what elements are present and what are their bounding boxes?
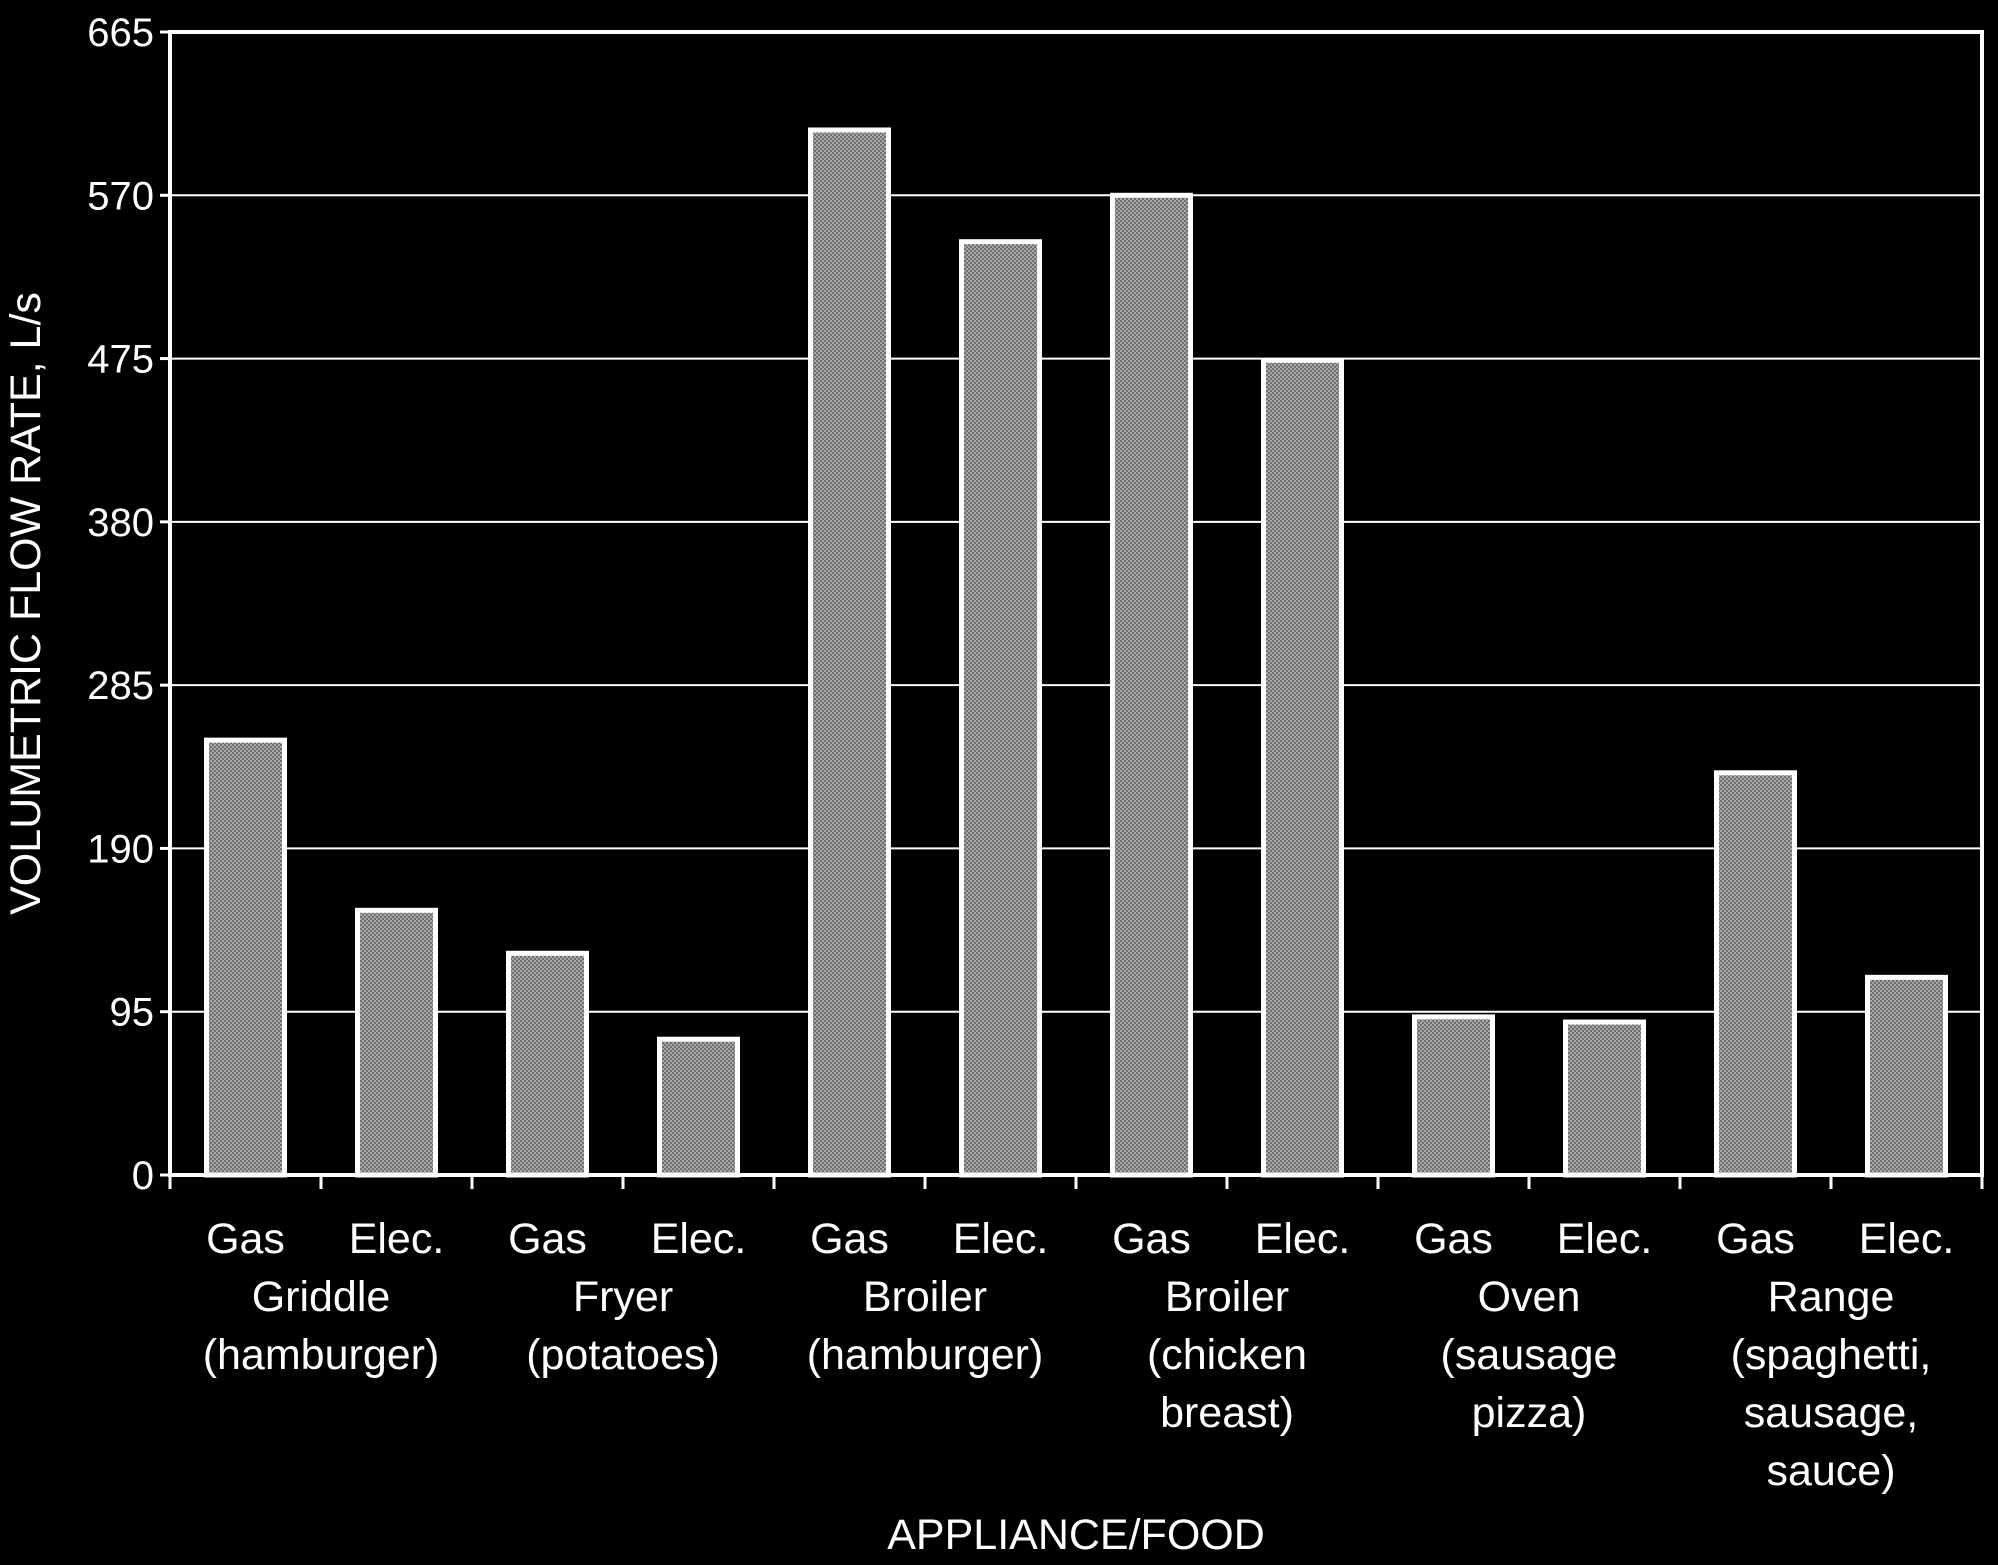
y-tick-label: 665 [87, 11, 154, 55]
x-tick-label: Elec. [1255, 1215, 1351, 1263]
x-tick-label: Elec. [651, 1215, 747, 1263]
group-label: (spaghetti, [1731, 1331, 1932, 1379]
bar [1563, 1019, 1646, 1178]
group-label: (potatoes) [526, 1331, 720, 1379]
group-label: pizza) [1472, 1389, 1587, 1437]
group-label: (sausage [1441, 1331, 1618, 1379]
group-label: (hamburger) [807, 1331, 1044, 1379]
x-tick-label: Gas [206, 1215, 285, 1263]
axes [160, 30, 1984, 1189]
bar [657, 1036, 740, 1178]
x-tick-label: Gas [1414, 1215, 1493, 1263]
y-tick-label: 285 [87, 664, 154, 708]
x-tick-label: Gas [1112, 1215, 1191, 1263]
group-label: sausage, [1744, 1389, 1919, 1437]
bar [1714, 770, 1797, 1178]
x-tick-label: Elec. [1557, 1215, 1653, 1263]
x-tick-label: Elec. [349, 1215, 445, 1263]
gridlines [170, 194, 1982, 1013]
bar [506, 950, 589, 1178]
bar [1110, 192, 1193, 1178]
x-tick-label: Gas [508, 1215, 587, 1263]
bar [1865, 974, 1948, 1178]
bar [808, 127, 891, 1178]
y-tick-label: 95 [110, 991, 155, 1035]
group-label: Broiler [1165, 1273, 1289, 1321]
bar [1412, 1014, 1495, 1178]
bar [355, 907, 438, 1178]
x-tick-label: Elec. [1859, 1215, 1955, 1263]
x-tick-label: Gas [810, 1215, 889, 1263]
y-tick-label: 570 [87, 174, 154, 218]
bars [204, 127, 1948, 1178]
group-label: Fryer [573, 1273, 673, 1321]
x-axis-title: APPLIANCE/FOOD [887, 1511, 1265, 1559]
y-axis-title: VOLUMETRIC FLOW RATE, L/s [2, 292, 50, 915]
bar [204, 737, 287, 1178]
group-label: Oven [1478, 1273, 1581, 1321]
y-tick-label: 190 [87, 827, 154, 871]
group-label: Griddle [252, 1273, 391, 1321]
x-tick-label: Gas [1716, 1215, 1795, 1263]
x-tick-label: Elec. [953, 1215, 1049, 1263]
group-label: sauce) [1766, 1447, 1895, 1495]
y-tick-label: 380 [87, 501, 154, 545]
bar [959, 239, 1042, 1178]
bar [1261, 357, 1344, 1178]
group-label: Broiler [863, 1273, 987, 1321]
group-label: (chicken [1147, 1331, 1307, 1379]
group-label: (hamburger) [203, 1331, 440, 1379]
group-label: Range [1768, 1273, 1895, 1321]
labels: 0 95 190 285 380 475 570 665 Gas Elec. Gas Elec. Gas… [87, 11, 1954, 1495]
y-tick-label: 0 [132, 1154, 154, 1198]
group-label: breast) [1160, 1389, 1294, 1437]
y-tick-label: 475 [87, 338, 154, 382]
